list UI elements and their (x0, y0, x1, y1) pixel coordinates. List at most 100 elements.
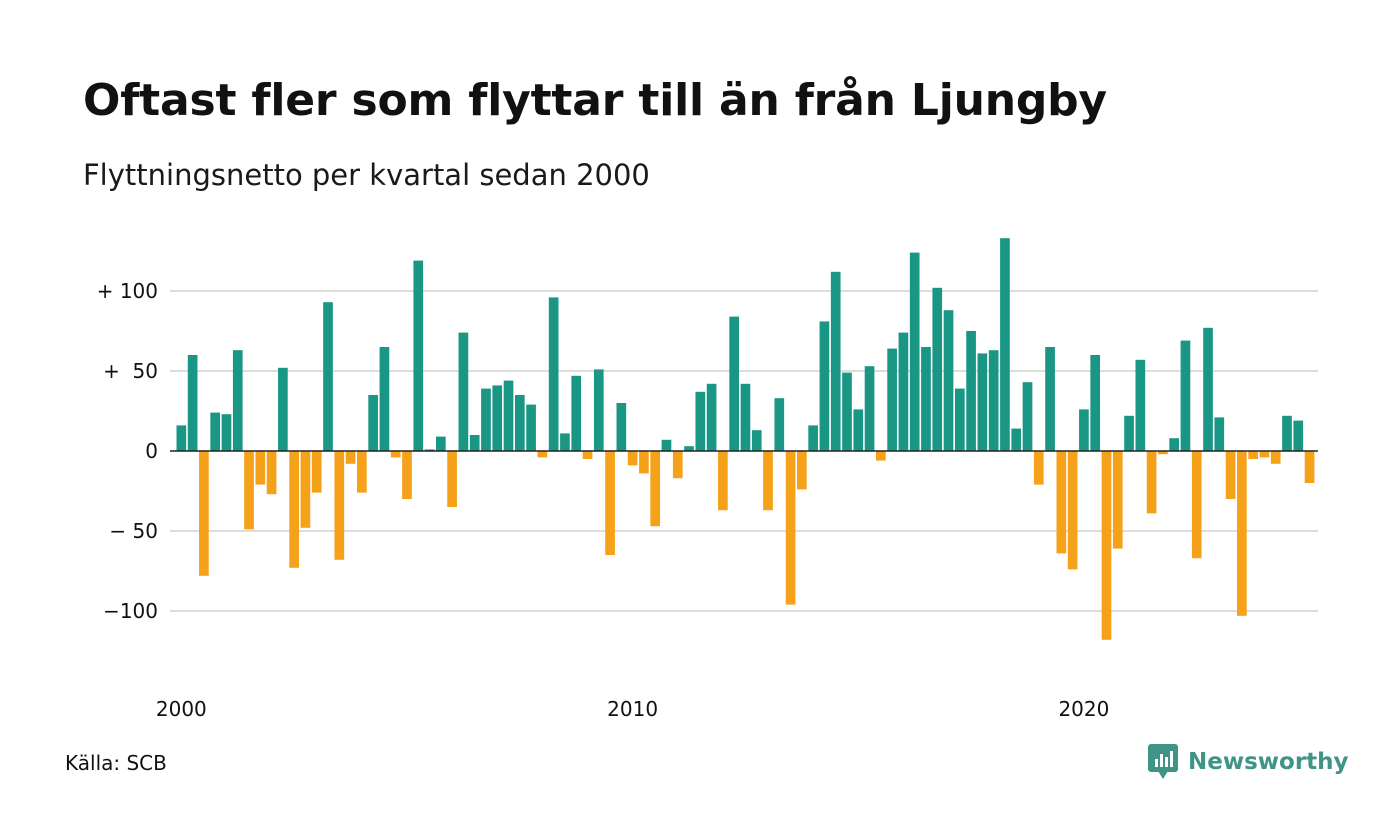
bar-negative (1225, 451, 1236, 499)
y-tick-label: + 100 (97, 279, 158, 303)
brand[interactable]: Newsworthy (1148, 744, 1349, 780)
bar-positive (232, 350, 243, 451)
bar-negative (1237, 451, 1247, 616)
bar-positive (526, 404, 536, 451)
bar-positive (1282, 415, 1292, 451)
bars (176, 238, 1315, 640)
bar-positive (323, 302, 333, 451)
y-tick-label: −100 (103, 599, 158, 623)
bar-positive (751, 430, 762, 451)
bar-negative (345, 451, 356, 464)
y-tick-label: + 50 (103, 359, 158, 383)
bar-negative (763, 451, 773, 511)
bar-negative (1259, 451, 1270, 458)
bar-positive (808, 425, 818, 451)
bar-negative (199, 451, 209, 576)
source-label: Källa: SCB (65, 751, 167, 775)
bar-negative (1158, 451, 1168, 455)
bar-negative (311, 451, 322, 493)
bar-positive (842, 372, 852, 451)
bar-positive (560, 433, 570, 451)
bar-negative (1248, 451, 1258, 459)
bar-negative (289, 451, 299, 568)
x-tick-label: 2020 (1058, 697, 1109, 721)
bar-positive (954, 388, 965, 451)
bar-negative (1067, 451, 1078, 570)
grid-lines (170, 290, 1318, 612)
bar-positive (1135, 359, 1146, 451)
bar-positive (481, 388, 491, 451)
brand-name: Newsworthy (1188, 749, 1349, 775)
chart-title: Oftast fler som flyttar till än från Lju… (83, 75, 1107, 126)
x-axis-ticks: 2000 2010 2020 (156, 697, 1109, 721)
bar-negative (1191, 451, 1202, 559)
bar-negative (1304, 451, 1315, 483)
bar-positive (1045, 347, 1055, 451)
bar-negative (639, 451, 649, 474)
bar-positive (774, 398, 785, 451)
bar-positive (1214, 417, 1225, 451)
bar-positive (864, 366, 875, 451)
bar-positive (695, 391, 706, 451)
bar-positive (909, 252, 920, 451)
bar-positive (424, 449, 435, 451)
bar-negative (627, 451, 638, 466)
bar-positive (368, 395, 378, 451)
bar-negative (300, 451, 311, 528)
bar-positive (514, 395, 525, 451)
bar-positive (1000, 238, 1010, 451)
chart-subtitle: Flyttningsnetto per kvartal sedan 2000 (83, 158, 650, 192)
bar-positive (1011, 428, 1022, 451)
bar-negative (876, 451, 886, 461)
y-tick-label: 0 (145, 439, 158, 463)
bar-positive (492, 385, 503, 451)
bar-negative (357, 451, 367, 493)
bar-positive (571, 375, 582, 451)
bar-negative (1112, 451, 1123, 549)
bar-negative (785, 451, 796, 605)
bar-positive (966, 331, 976, 451)
bar-negative (255, 451, 266, 485)
bar-positive (1124, 415, 1134, 451)
bar-positive (435, 436, 446, 451)
bar-positive (887, 348, 897, 451)
x-tick-label: 2010 (607, 697, 658, 721)
bar-positive (988, 350, 999, 451)
y-axis-ticks: + 100 + 50 0 − 50 −100 (97, 279, 158, 623)
bar-positive (593, 369, 604, 451)
bar-chart-speech-bubble-icon (1148, 744, 1178, 779)
bar-negative (582, 451, 593, 459)
x-tick-label: 2000 (156, 697, 207, 721)
bar-negative (266, 451, 277, 495)
bar-positive (1203, 327, 1213, 451)
bar-positive (706, 383, 717, 451)
bar-negative (1101, 451, 1112, 640)
bar-positive (210, 412, 221, 451)
bar-positive (661, 439, 672, 451)
bar-negative (605, 451, 615, 555)
bar-negative (447, 451, 457, 507)
bar-negative (402, 451, 412, 499)
bar-positive (1079, 409, 1089, 451)
bar-positive (819, 321, 830, 451)
bar-positive (458, 332, 469, 451)
bar-positive (548, 297, 559, 451)
bar-positive (932, 287, 943, 451)
bar-positive (379, 347, 390, 451)
bar-positive (1169, 438, 1180, 451)
bar-positive (943, 310, 954, 451)
bar-positive (740, 383, 751, 451)
bar-positive (1293, 420, 1304, 451)
bar-negative (718, 451, 728, 511)
bar-positive (278, 367, 288, 451)
bar-positive (898, 332, 909, 451)
bar-negative (797, 451, 807, 490)
bar-positive (503, 380, 514, 451)
bar-negative (537, 451, 548, 458)
bar-negative (650, 451, 661, 527)
bar-positive (1180, 340, 1191, 451)
bar-negative (390, 451, 401, 458)
bar-negative (1056, 451, 1067, 554)
bar-positive (1022, 382, 1033, 451)
